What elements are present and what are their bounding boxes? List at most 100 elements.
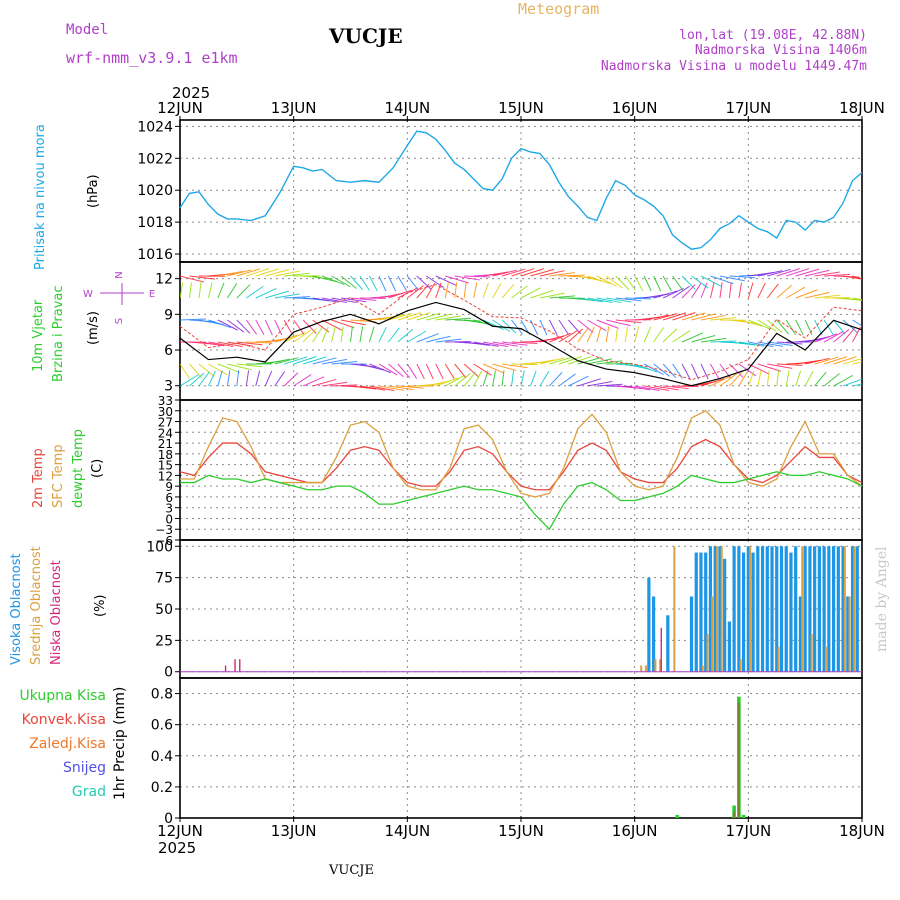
cloud-bar	[765, 546, 769, 672]
cloud-bar	[808, 546, 812, 672]
wind-arrow	[653, 275, 662, 292]
y-tick-label: 1024	[137, 119, 173, 135]
wind-arrow	[861, 298, 862, 299]
wind-arrow	[814, 319, 823, 336]
wind-arrow	[549, 272, 575, 277]
y-tick-label: 9	[165, 480, 173, 494]
wind-arrow	[586, 326, 595, 343]
wind-arrow	[662, 275, 672, 292]
y-tick-label: −6	[155, 534, 173, 548]
wind-arrow	[217, 363, 240, 373]
cloud-bar	[694, 552, 698, 672]
wind-arrow	[568, 375, 589, 387]
y-tick-label: 27	[158, 416, 173, 430]
wind-arrow	[264, 370, 273, 387]
wind-arrow	[331, 384, 358, 387]
wind-arrow	[672, 275, 684, 291]
wind-arrow	[274, 319, 283, 336]
wind-arrow	[700, 314, 726, 321]
wind-arrow	[426, 275, 444, 288]
wind-arrow	[558, 373, 576, 387]
chart-layers: 1016101810201022102436912−6−303691215182…	[9, 99, 885, 840]
wind-arrow	[681, 363, 691, 380]
cloud-bar	[836, 546, 840, 672]
wind-arrow	[350, 385, 377, 390]
day-label-top: 16JUN	[612, 99, 658, 117]
y-tick-label: 0	[164, 665, 173, 681]
cloud-bar	[789, 552, 793, 672]
wind-arrow	[426, 335, 451, 343]
wind-arrow	[208, 341, 234, 347]
wind-arrow	[198, 282, 202, 299]
y-tick-label: 33	[158, 394, 173, 408]
wind-arrow	[549, 372, 563, 387]
cloud-bar	[779, 546, 784, 672]
wind-arrow	[852, 319, 862, 327]
wind-arrow	[577, 319, 594, 333]
wind-arrow	[180, 318, 206, 321]
wind-arrow	[596, 326, 602, 343]
wind-arrow	[795, 268, 820, 277]
wind-arrow	[264, 319, 273, 336]
wind-arrow	[700, 282, 708, 299]
wind-arrow	[369, 385, 395, 392]
cloud-bar	[827, 546, 831, 672]
y-tick-label: 0.8	[151, 687, 173, 703]
wind-arrow	[691, 363, 699, 380]
wind-arrow	[804, 319, 813, 336]
y-tick-label: 6	[164, 343, 173, 359]
wind-arrow	[464, 275, 491, 278]
wind-arrow	[217, 282, 225, 299]
wind-arrow	[416, 312, 441, 321]
wind-arrow	[719, 373, 737, 387]
wind-arrow	[520, 370, 525, 387]
wind-arrow	[226, 283, 238, 299]
wind-arrow	[284, 296, 311, 299]
wind-arrow	[767, 268, 791, 277]
panel-frame	[179, 677, 863, 819]
wind-arrow	[757, 341, 783, 347]
temp-axis-title-0: 2m Temp	[31, 448, 46, 508]
wind-arrow	[634, 385, 660, 392]
wind-arrow	[842, 297, 862, 302]
wind-arrow	[596, 319, 619, 329]
wind-arrow	[407, 312, 431, 321]
wind-unit: (m/s)	[86, 311, 101, 345]
wind-arrow	[435, 315, 461, 321]
model-name: wrf-nmm_v3.9.1 e1km	[66, 49, 238, 67]
wind-arrow	[861, 385, 862, 386]
compass-w: W	[83, 289, 93, 300]
wind-arrow	[596, 360, 623, 365]
day-label-top: 12JUN	[157, 99, 203, 117]
cloud-bar	[848, 596, 851, 672]
wind-arrow	[852, 326, 861, 343]
wind-arrow	[359, 326, 364, 343]
year-bottom: 2025	[158, 839, 196, 857]
wind-arrow	[795, 289, 818, 299]
y-tick-label: 50	[155, 602, 173, 618]
wind-arrow	[416, 283, 430, 299]
wind-arrow	[255, 370, 261, 387]
wind-arrow	[350, 275, 364, 291]
cloud-bar	[822, 546, 826, 672]
wind-arrow	[615, 326, 619, 343]
temp-unit: (C)	[90, 459, 105, 478]
wind-arrow	[766, 283, 779, 299]
pressure-unit: (hPa)	[86, 174, 101, 208]
wind-arrow	[435, 338, 462, 343]
wind-arrow	[208, 363, 228, 376]
wind-arrow	[776, 363, 803, 366]
y-tick-label: 12	[158, 469, 173, 483]
wind-arrow	[180, 275, 205, 283]
wind-arrow	[445, 317, 472, 321]
wind-arrow	[350, 326, 353, 343]
wind-arrow	[823, 319, 834, 335]
wind-arrow	[511, 341, 538, 345]
cloud-bar	[723, 558, 727, 672]
wind-arrow	[729, 341, 755, 346]
cloud-bar	[746, 546, 750, 672]
wind-arrow	[293, 356, 317, 365]
wind-arrow	[861, 276, 862, 277]
altitude-text: Nadmorska Visina 1406m	[695, 43, 867, 58]
wind-arrow	[312, 275, 337, 283]
